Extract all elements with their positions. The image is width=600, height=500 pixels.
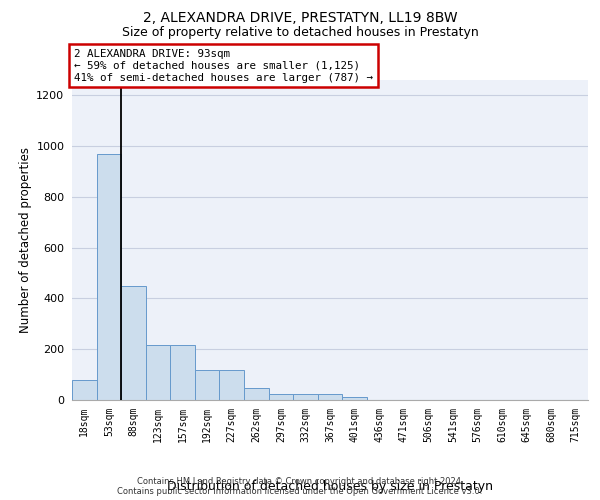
Bar: [195, 370, 220, 400]
Bar: [121, 286, 146, 400]
Text: 2 ALEXANDRA DRIVE: 93sqm
← 59% of detached houses are smaller (1,125)
41% of sem: 2 ALEXANDRA DRIVE: 93sqm ← 59% of detach…: [74, 50, 373, 82]
Bar: [72, 380, 97, 400]
Text: 2, ALEXANDRA DRIVE, PRESTATYN, LL19 8BW: 2, ALEXANDRA DRIVE, PRESTATYN, LL19 8BW: [143, 11, 457, 25]
Bar: [170, 346, 195, 400]
Bar: [220, 370, 244, 400]
Bar: [97, 154, 121, 400]
Text: Size of property relative to detached houses in Prestatyn: Size of property relative to detached ho…: [122, 26, 478, 39]
Bar: [244, 388, 269, 400]
Text: Contains HM Land Registry data © Crown copyright and database right 2024.
Contai: Contains HM Land Registry data © Crown c…: [118, 476, 482, 496]
Bar: [146, 346, 170, 400]
Y-axis label: Number of detached properties: Number of detached properties: [19, 147, 32, 333]
Bar: [269, 394, 293, 400]
Bar: [318, 394, 342, 400]
Bar: [342, 397, 367, 400]
X-axis label: Distribution of detached houses by size in Prestatyn: Distribution of detached houses by size …: [167, 480, 493, 494]
Bar: [293, 394, 318, 400]
